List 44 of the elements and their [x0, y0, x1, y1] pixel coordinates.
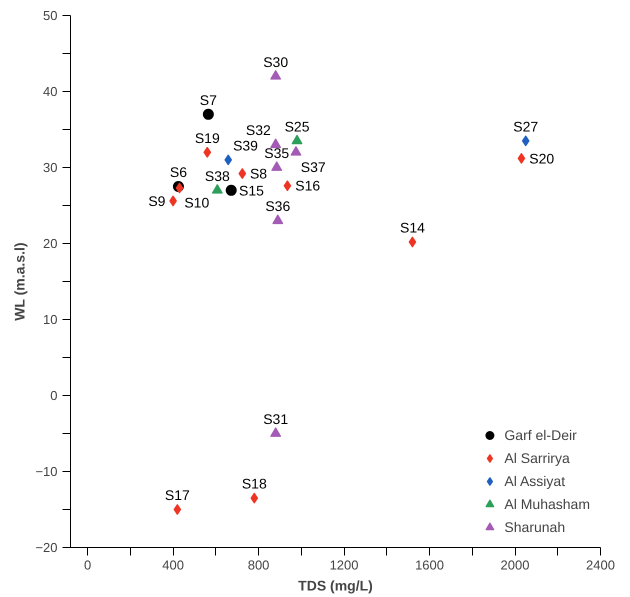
legend-label: Al Sarrirya [504, 450, 570, 466]
y-tick-label: −20 [35, 540, 58, 555]
x-tick-label: 0 [84, 558, 92, 572]
annotation: S9 [148, 192, 166, 209]
legend-label: Al Assiyat [504, 473, 566, 489]
y-tick-label: 20 [43, 236, 58, 251]
annotation: S18 [242, 476, 267, 492]
x-tick-label: 400 [162, 558, 184, 572]
annotation: S38 [204, 168, 230, 184]
annotation: S8 [250, 166, 268, 182]
annotation: S31 [263, 411, 288, 427]
y-tick-label: −10 [35, 464, 58, 479]
x-tick-label: 800 [248, 558, 270, 572]
y-tick-label: 40 [43, 84, 58, 99]
annotation: S37 [300, 158, 326, 175]
y-tick-label: 30 [43, 160, 58, 175]
legend-label: Garf el-Deir [504, 427, 577, 443]
y-tick-label: 10 [43, 312, 58, 327]
annotation: S32 [246, 122, 272, 138]
annotation: S27 [513, 118, 538, 134]
annotation: S16 [295, 178, 320, 194]
annotation: S15 [239, 182, 264, 198]
x-axis-title: TDS (mg/L) [298, 578, 373, 594]
annotation: S7 [200, 92, 218, 108]
annotation: S25 [284, 118, 310, 134]
annotation: S17 [164, 487, 190, 503]
annotation: S30 [263, 54, 288, 70]
annotation: S20 [529, 150, 554, 166]
annotation: S36 [265, 198, 290, 214]
annotation: S39 [233, 137, 258, 154]
y-axis-title: WL (m.a.s.l) [11, 242, 28, 321]
y-tick-label: 0 [50, 388, 58, 403]
annotation: S14 [400, 219, 426, 236]
x-tick-label: 2000 [500, 558, 530, 572]
x-tick-label: 2400 [586, 558, 615, 572]
legend-label: Sharunah [504, 519, 566, 535]
y-tick-label: 50 [43, 8, 58, 23]
annotation: S10 [184, 194, 210, 211]
legend-label: Al Muhasham [504, 496, 590, 512]
annotation: S35 [264, 145, 290, 161]
annotation: S19 [194, 130, 220, 146]
annotation: S6 [170, 164, 188, 180]
x-tick-label: 1600 [415, 558, 444, 572]
x-tick-label: 1200 [330, 558, 359, 572]
